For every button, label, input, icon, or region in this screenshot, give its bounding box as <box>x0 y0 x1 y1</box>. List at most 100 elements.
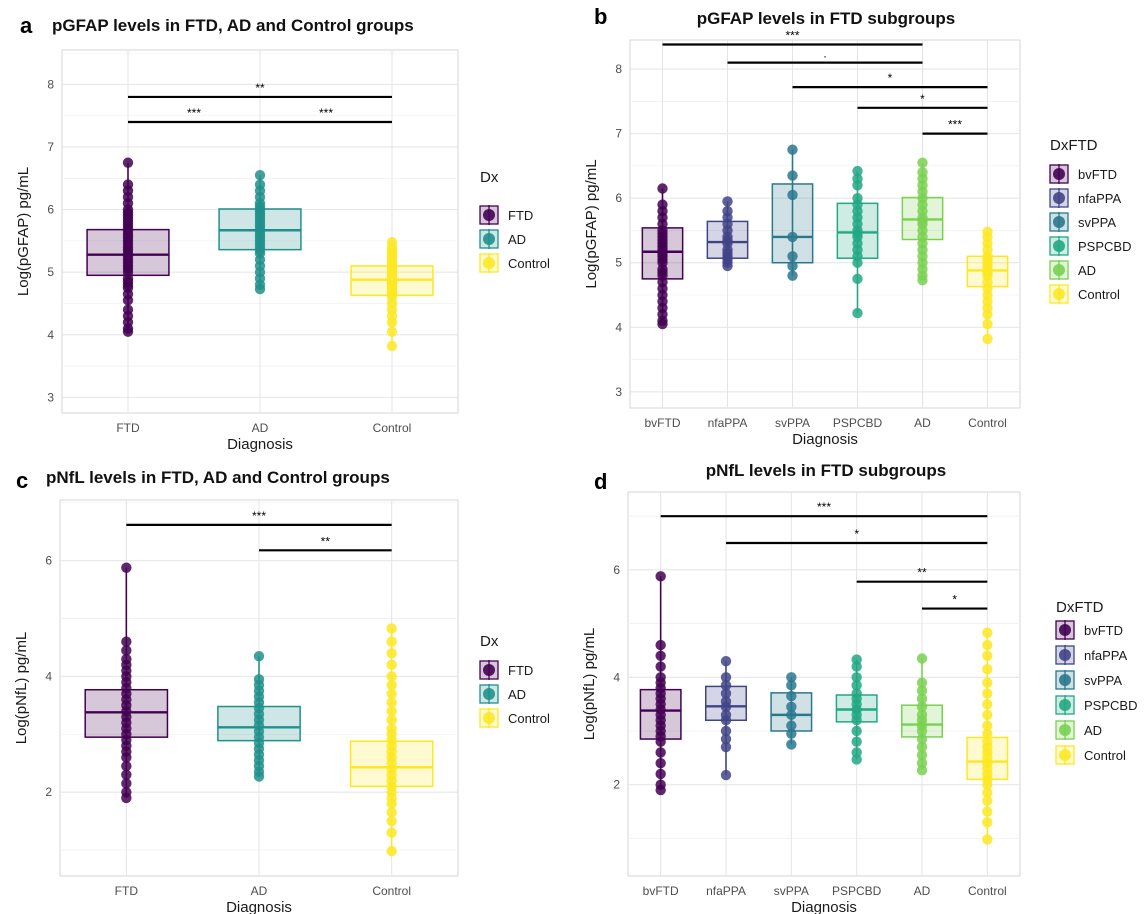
data-point <box>852 173 863 185</box>
legend-key-point <box>483 688 495 700</box>
legend-key-point <box>1059 724 1071 736</box>
legend-key-point <box>1059 749 1071 761</box>
x-tick-label: PSPCBD <box>832 884 882 898</box>
significance-label: *** <box>187 106 201 120</box>
data-point <box>121 645 132 656</box>
data-point <box>916 758 928 769</box>
data-point <box>722 205 733 217</box>
y-tick-label: 8 <box>47 77 54 91</box>
data-point <box>386 705 397 717</box>
x-axis-label: Diagnosis <box>226 899 292 914</box>
data-point <box>655 571 666 582</box>
data-point <box>982 333 993 345</box>
legend-title: DxFTD <box>1056 599 1104 616</box>
y-tick-label: 3 <box>47 390 54 404</box>
data-point <box>122 157 134 168</box>
legend-title: Dx <box>480 633 499 650</box>
data-point <box>657 183 668 194</box>
x-tick-label: FTD <box>116 421 140 435</box>
legend-key-point <box>1053 240 1065 252</box>
data-point <box>786 701 797 713</box>
data-point <box>917 167 928 178</box>
data-point <box>851 680 862 691</box>
data-point <box>386 236 398 248</box>
legend-key-point <box>483 712 495 724</box>
y-axis-label: Log(pNfL) pg/mL <box>13 632 30 745</box>
data-point <box>386 688 397 699</box>
x-axis-label: Diagnosis <box>792 431 858 448</box>
significance-label: ** <box>917 566 927 580</box>
data-point <box>720 688 732 699</box>
data-point <box>720 709 732 721</box>
data-point <box>982 787 993 798</box>
legend-label: svPPA <box>1084 673 1122 688</box>
plot-area <box>627 491 1021 877</box>
x-axis-label: Diagnosis <box>791 899 857 914</box>
data-point <box>851 747 862 758</box>
data-point <box>916 741 928 753</box>
y-tick-label: 4 <box>615 320 622 334</box>
legend-key-point <box>1053 168 1065 180</box>
data-point <box>121 760 132 772</box>
data-point <box>982 639 993 651</box>
data-point <box>386 326 398 337</box>
data-point <box>852 165 863 177</box>
data-point <box>253 650 265 662</box>
significance-label: * <box>952 593 957 607</box>
chart-panel-a: 3 4 5 6 7 8 FTD AD Control Diagnosis Log(pGFAP) pg… <box>15 49 550 453</box>
x-tick-label: Control <box>372 884 411 898</box>
data-point <box>386 679 397 691</box>
y-tick-label: 4 <box>47 328 54 342</box>
data-point <box>917 157 928 168</box>
legend-label: AD <box>508 687 526 702</box>
significance-label: *** <box>319 106 333 120</box>
data-point <box>720 769 732 781</box>
y-tick-label: 5 <box>615 256 622 270</box>
x-tick-label: AD <box>252 421 269 435</box>
panel-letter-b: b <box>594 4 607 29</box>
x-tick-label: PSPCBD <box>833 416 883 430</box>
legend-label: bvFTD <box>1084 623 1123 638</box>
y-tick-label: 2 <box>613 778 620 792</box>
legend-key-point <box>1059 699 1071 711</box>
chart-panel-b: 3 4 5 6 7 8 bvFTD nfaPPA svPPA PSPCBD AD Control Dia… <box>583 29 1131 448</box>
data-point <box>851 672 862 683</box>
data-point <box>787 270 798 281</box>
legend-key-point <box>483 257 495 269</box>
x-tick-label: AD <box>914 884 931 898</box>
data-point <box>982 677 993 688</box>
data-point <box>851 654 862 665</box>
legend-key-point <box>483 664 495 676</box>
data-point <box>982 728 993 739</box>
data-point <box>121 778 132 789</box>
significance-label: * <box>854 527 859 541</box>
data-point <box>916 685 928 696</box>
data-point <box>720 655 732 667</box>
data-point <box>787 260 798 272</box>
legend-label: nfaPPA <box>1084 648 1127 663</box>
data-point <box>386 659 397 671</box>
legend-key-point <box>1053 288 1065 300</box>
data-point <box>982 709 993 721</box>
x-tick-label: AD <box>914 416 931 430</box>
panel-letter-c: c <box>16 468 28 493</box>
data-point <box>122 179 134 190</box>
y-tick-label: 6 <box>615 191 622 205</box>
data-point <box>916 693 928 704</box>
y-axis-label: Log(pGFAP) pg/mL <box>15 167 32 296</box>
data-point <box>787 251 798 262</box>
x-tick-label: nfaPPA <box>706 884 746 898</box>
data-point <box>851 688 862 699</box>
data-point <box>720 733 732 745</box>
data-point <box>916 677 928 688</box>
data-point <box>254 169 266 181</box>
data-point <box>982 688 993 699</box>
y-tick-label: 6 <box>613 563 620 577</box>
data-point <box>787 231 798 243</box>
significance-label: . <box>823 47 826 61</box>
data-point <box>786 680 797 691</box>
x-axis-label: Diagnosis <box>227 436 293 453</box>
data-point <box>852 192 863 204</box>
data-point <box>386 636 397 647</box>
